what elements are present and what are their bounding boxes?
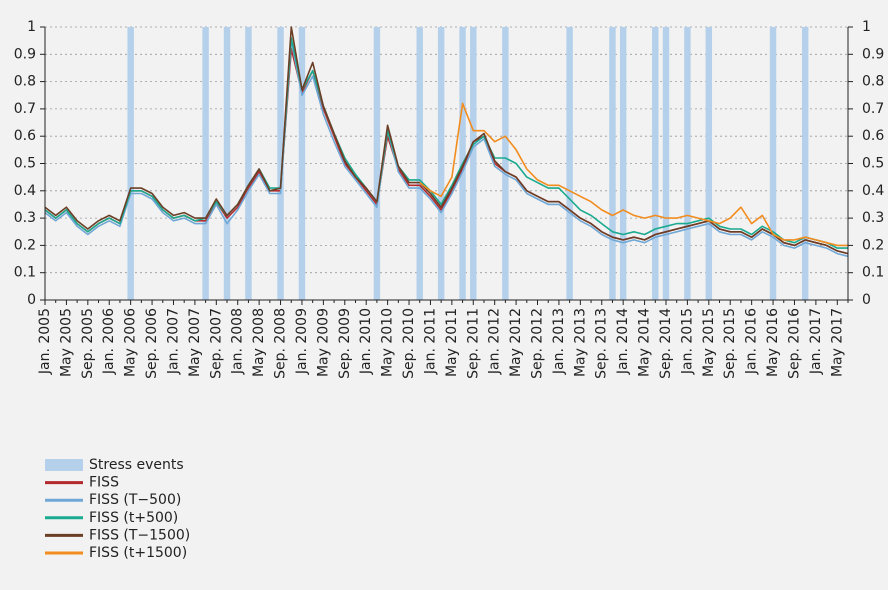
x-tick-label: May 2015 (701, 308, 717, 377)
x-tick-label: Sep. 2005 (80, 308, 96, 379)
stress-band (223, 27, 231, 300)
x-tick-label: Sep. 2014 (658, 308, 674, 379)
x-tick-label: Jan. 2007 (165, 308, 181, 375)
x-tick-label: Sep. 2010 (401, 308, 417, 379)
x-tick-label: Jan. 2006 (101, 308, 117, 375)
x-tick-label: Jan. 2008 (230, 308, 246, 375)
x-tick-label: May 2008 (251, 308, 267, 377)
x-tick-label: May 2005 (58, 308, 74, 377)
y-tick-label: 0.6 (14, 128, 36, 144)
series-line (44, 39, 849, 258)
x-tick-label: Sep. 2012 (530, 308, 546, 379)
x-tick-label: May 2017 (829, 308, 845, 377)
stress-band (277, 27, 284, 300)
x-tick-label: Sep. 2006 (144, 308, 160, 379)
x-tick-label: Jan. 2016 (744, 308, 760, 375)
x-tick-label: May 2009 (315, 308, 331, 377)
x-tick-label: Jan. 2010 (358, 308, 374, 375)
stress-band (684, 27, 691, 300)
y2-tick-label: 0.7 (862, 101, 884, 117)
x-tick-label: Jan. 2014 (615, 308, 631, 375)
legend-label: FISS (89, 475, 119, 491)
y-tick-label: 0.1 (14, 265, 36, 281)
x-tick-label: May 2010 (380, 308, 396, 377)
y-tick-label: 0.8 (14, 74, 36, 90)
y2-tick-label: 0.4 (862, 183, 884, 199)
y-tick-label: 0.3 (14, 210, 36, 226)
x-tick-label: Sep. 2016 (786, 308, 802, 379)
x-tick-label: Jan. 2015 (679, 308, 695, 375)
series-line (44, 26, 849, 255)
x-tick-label: Sep. 2007 (208, 308, 224, 379)
y-tick-label: 0.9 (14, 46, 36, 62)
stress-band (245, 27, 252, 300)
y2-tick-label: 0.6 (862, 128, 884, 144)
legend-label: FISS (t+1500) (89, 545, 187, 561)
x-tick-label: May 2013 (572, 308, 588, 377)
y2-tick-label: 0.5 (862, 156, 884, 172)
y-tick-label: 0.7 (14, 101, 36, 117)
stress-band (502, 27, 509, 300)
stress-band (662, 27, 670, 300)
y2-tick-label: 0.2 (862, 237, 884, 253)
stress-band (769, 27, 777, 300)
y-tick-label: 1 (27, 19, 36, 35)
series-line (44, 48, 849, 255)
legend-label: Stress events (89, 457, 184, 473)
legend-label: FISS (T−1500) (89, 527, 190, 543)
series-line (44, 37, 848, 249)
stress-band (566, 27, 573, 300)
y-tick-label: 0.5 (14, 156, 36, 172)
stress-band (127, 27, 134, 300)
stress-band (470, 27, 477, 300)
y2-tick-label: 0.3 (862, 210, 884, 226)
stress-band (202, 27, 209, 300)
stress-band (652, 27, 659, 300)
x-tick-label: Jan. 2017 (808, 308, 824, 375)
x-tick-label: May 2012 (508, 308, 524, 377)
y-tick-label: 0.4 (14, 183, 36, 199)
stress-band (801, 27, 809, 300)
y2-tick-label: 1 (862, 19, 871, 35)
stress-band (416, 27, 423, 300)
stress-band (437, 27, 445, 300)
x-tick-label: Sep. 2013 (594, 308, 610, 379)
x-tick-label: Sep. 2009 (337, 308, 353, 379)
y2-tick-label: 0.8 (862, 74, 884, 90)
stress-band (619, 27, 627, 300)
x-tick-label: May 2016 (765, 308, 781, 377)
x-tick-label: Sep. 2011 (465, 308, 481, 379)
y2-tick-label: 0.1 (862, 265, 884, 281)
x-tick-label: May 2006 (123, 308, 139, 377)
x-tick-label: May 2014 (637, 308, 653, 377)
x-tick-label: Jan. 2005 (37, 308, 53, 375)
y-tick-label: 0 (27, 292, 36, 308)
x-tick-label: Jan. 2011 (422, 308, 438, 375)
stress-band (298, 27, 306, 300)
legend-label: FISS (t+500) (89, 510, 178, 526)
x-tick-label: May 2011 (444, 308, 460, 377)
x-tick-label: Jan. 2012 (487, 308, 503, 375)
legend-swatch (45, 459, 83, 471)
x-tick-label: Sep. 2008 (273, 308, 289, 379)
x-tick-label: May 2007 (187, 308, 203, 377)
x-tick-label: Sep. 2015 (722, 308, 738, 379)
x-tick-label: Jan. 2009 (294, 308, 310, 375)
legend-label: FISS (T−500) (89, 492, 181, 508)
y2-tick-label: 0 (862, 292, 871, 308)
stress-band (609, 27, 616, 300)
y2-tick-label: 0.9 (862, 46, 884, 62)
series-line (419, 102, 848, 247)
stress-band (705, 27, 713, 300)
y-tick-label: 0.2 (14, 237, 36, 253)
x-tick-label: Jan. 2013 (551, 308, 567, 375)
stress-band (373, 27, 381, 300)
